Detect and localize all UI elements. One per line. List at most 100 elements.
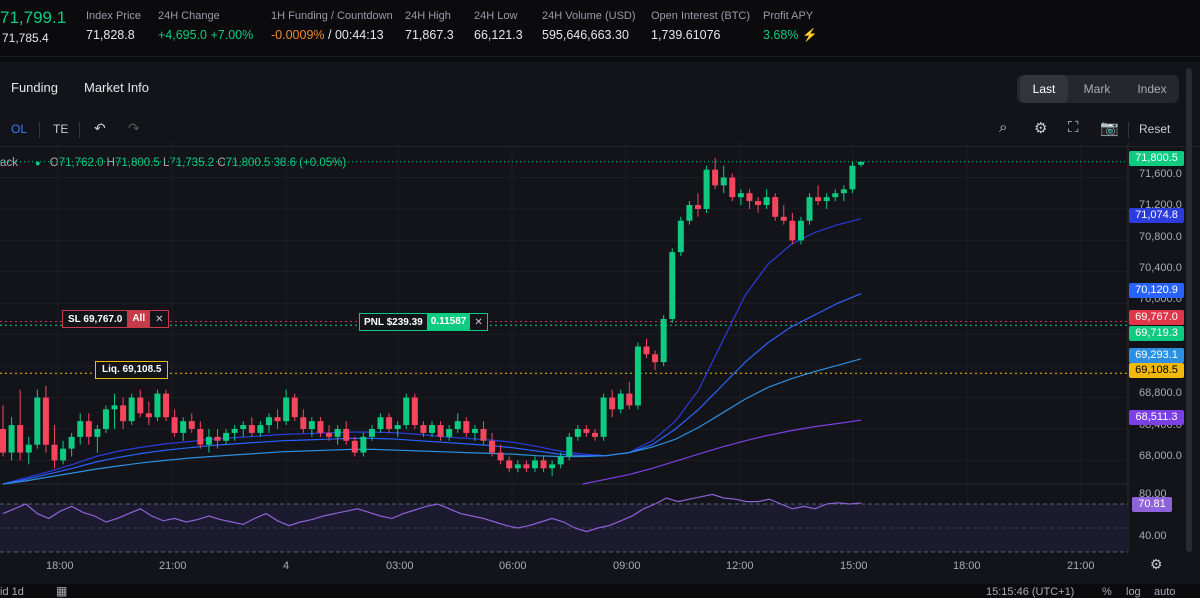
clock-readout[interactable]: 15:15:46 (UTC+1) bbox=[986, 586, 1075, 598]
ohlc-legend: ack ● O71,762.0 H71,800.5 L71,735.2 C71,… bbox=[0, 157, 347, 169]
profit-apy-label: Profit APY bbox=[763, 10, 814, 22]
rsi-value-label: 70.81 bbox=[1132, 497, 1172, 512]
funding-value: -0.0009% / 00:44:13 bbox=[271, 28, 393, 42]
percent-toggle[interactable]: % bbox=[1102, 586, 1112, 598]
chart-tabs: Funding Market Info bbox=[0, 62, 1200, 114]
settings-icon[interactable]: ⚙ bbox=[1150, 556, 1163, 572]
camera-icon[interactable]: 📷 bbox=[1100, 120, 1119, 137]
time-tick: 12:00 bbox=[726, 560, 754, 572]
log-toggle[interactable]: log bbox=[1126, 586, 1141, 598]
close-value: 71,800.5 bbox=[225, 157, 271, 169]
tab-funding[interactable]: Funding bbox=[11, 80, 58, 95]
volume-value: 595,646,663.30 bbox=[542, 28, 629, 42]
scrollbar[interactable] bbox=[1186, 68, 1192, 552]
index-price-value: 71,828.8 bbox=[86, 28, 135, 42]
price-type-mark[interactable]: Mark bbox=[1083, 82, 1111, 96]
change-label: 24H Change bbox=[158, 10, 220, 22]
live-dot-icon: ● bbox=[35, 158, 41, 168]
axis-tick: 68,000.0 bbox=[1139, 450, 1182, 462]
redo-icon[interactable]: ↷ bbox=[128, 120, 140, 136]
axis-tick: 71,600.0 bbox=[1139, 168, 1182, 180]
index-price-stat: Index Price 71,828.8 bbox=[86, 10, 141, 42]
low-label: 24H Low bbox=[474, 10, 518, 22]
mark-price: 71,785.4 bbox=[2, 31, 49, 45]
funding-label: 1H Funding / Countdown bbox=[271, 10, 393, 22]
open-interest-stat: Open Interest (BTC) 1,739.61076 bbox=[651, 10, 750, 42]
pnl-label: PNL $239.39 bbox=[364, 316, 423, 328]
low-value: 66,121.3 bbox=[474, 28, 523, 42]
position-pnl-tag[interactable]: PNL $239.39 0.11587 ✕ bbox=[359, 313, 488, 331]
auto-toggle[interactable]: auto bbox=[1154, 586, 1176, 598]
high-value: 71,867.3 bbox=[405, 28, 454, 42]
last-price-label: 71,800.5 bbox=[1129, 151, 1184, 166]
funding-countdown: / 00:44:13 bbox=[328, 28, 384, 42]
interval-buttons[interactable]: id 1d bbox=[0, 586, 24, 598]
symbol-name: ack bbox=[0, 157, 18, 169]
calendar-icon[interactable]: ▦ bbox=[56, 584, 68, 598]
chart-toolbar: OL TE ↶ ↷ ⌕ ⚙ ⛶ 📷 Reset bbox=[0, 114, 1200, 147]
time-tick: 4 bbox=[283, 560, 290, 572]
volume-label: 24H Volume (USD) bbox=[542, 10, 636, 22]
lightning-icon: ⚡ bbox=[801, 28, 818, 42]
time-tick: 21:00 bbox=[1067, 560, 1095, 572]
time-tick: 03:00 bbox=[386, 560, 414, 572]
change-legend: 38.6 (+0.05%) bbox=[273, 157, 347, 169]
axis-tick: 70,400.0 bbox=[1139, 262, 1182, 274]
volume-stat: 24H Volume (USD) 595,646,663.30 bbox=[542, 10, 636, 42]
profit-apy-stat[interactable]: Profit APY 3.68% ⚡ bbox=[763, 10, 818, 43]
toolbar-divider bbox=[1128, 122, 1129, 138]
last-price: 71,799.1 bbox=[0, 8, 67, 27]
time-tick: 18:00 bbox=[46, 560, 74, 572]
funding-stat[interactable]: 1H Funding / Countdown -0.0009% / 00:44:… bbox=[271, 10, 393, 42]
ticker-bar: 71,799.1 71,785.4 Index Price 71,828.8 2… bbox=[0, 0, 1200, 57]
toolbar-divider bbox=[39, 122, 40, 138]
profit-apy-value: 3.68% ⚡ bbox=[763, 28, 818, 43]
entry-price-label: 69,719.3 bbox=[1129, 326, 1184, 341]
price-type-toggle: Last Mark Index bbox=[1017, 75, 1179, 103]
stop-loss-price-label: 69,767.0 bbox=[1129, 310, 1184, 325]
close-icon[interactable]: ✕ bbox=[474, 316, 483, 328]
stop-loss-tag[interactable]: SL 69,767.0 All ✕ bbox=[62, 310, 170, 328]
time-tick: 09:00 bbox=[613, 560, 641, 572]
open-interest-label: Open Interest (BTC) bbox=[651, 10, 751, 22]
high-value-legend: 71,800.5 bbox=[114, 157, 160, 169]
low-stat: 24H Low 66,121.3 bbox=[474, 10, 523, 42]
axis-tick: 70,800.0 bbox=[1139, 231, 1182, 243]
settings-icon[interactable]: ⚙ bbox=[1034, 120, 1048, 137]
reset-button[interactable]: Reset bbox=[1139, 122, 1171, 136]
price-type-last[interactable]: Last bbox=[1020, 75, 1068, 103]
price-type-index[interactable]: Index bbox=[1137, 82, 1167, 96]
funding-rate: -0.0009% bbox=[271, 28, 325, 42]
change-value: +4,695.0 +7.00% bbox=[158, 28, 254, 42]
low-value-legend: 71,735.2 bbox=[169, 157, 215, 169]
open-value: 71,762.0 bbox=[58, 157, 104, 169]
tab-market-info[interactable]: Market Info bbox=[84, 80, 150, 95]
change-stat: 24H Change +4,695.0 +7.00% bbox=[158, 10, 253, 42]
zoom-search-icon[interactable]: ⌕ bbox=[999, 119, 1008, 136]
toolbar-divider bbox=[79, 122, 80, 138]
axis-tick: 68,800.0 bbox=[1139, 387, 1182, 399]
open-interest-value: 1,739.61076 bbox=[651, 28, 721, 42]
fullscreen-icon[interactable]: ⛶ bbox=[1068, 119, 1079, 136]
column-tool[interactable]: OL bbox=[11, 122, 28, 136]
close-icon[interactable]: ✕ bbox=[155, 313, 164, 325]
time-tick: 15:00 bbox=[840, 560, 868, 572]
time-tick: 18:00 bbox=[953, 560, 981, 572]
ma-label: 71,074.8 bbox=[1129, 208, 1184, 223]
index-price-label: Index Price bbox=[86, 10, 142, 22]
liquidation-price-label: 69,108.5 bbox=[1129, 363, 1184, 378]
stop-loss-label: SL 69,767.0 bbox=[68, 313, 123, 325]
time-tick: 06:00 bbox=[499, 560, 527, 572]
undo-icon[interactable]: ↶ bbox=[94, 120, 106, 136]
position-qty: 0.11587 bbox=[426, 314, 471, 330]
chart-bottom-bar: id 1d ▦ 15:15:46 (UTC+1) % log auto bbox=[0, 584, 1200, 598]
liquidation-tag: Liq. 69,108.5 bbox=[95, 361, 169, 379]
high-stat: 24H High 71,867.3 bbox=[405, 10, 454, 42]
ma-label: 70,120.9 bbox=[1129, 283, 1184, 298]
high-label: 24H High bbox=[405, 10, 451, 22]
profit-apy-number: 3.68% bbox=[763, 28, 799, 42]
time-tick: 21:00 bbox=[159, 560, 187, 572]
rsi-axis-tick: 40.00 bbox=[1139, 530, 1167, 542]
te-tool[interactable]: TE bbox=[53, 122, 69, 136]
stop-loss-all-button[interactable]: All bbox=[127, 311, 151, 327]
